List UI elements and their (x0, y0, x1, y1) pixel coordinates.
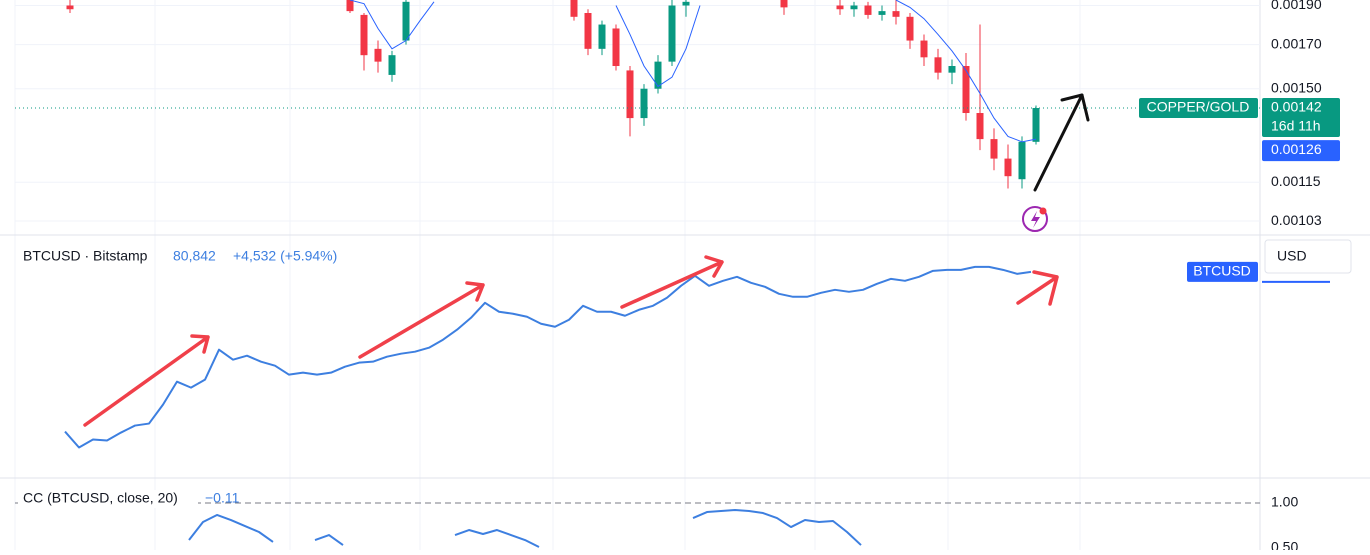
symbol-tag-label: COPPER/GOLD (1147, 99, 1250, 115)
y-tick-label: 0.00170 (1271, 35, 1322, 51)
candle-body (1004, 158, 1012, 177)
line-series (64, 265, 1032, 449)
legend-symbol: BTCUSD · Bitstamp (23, 248, 148, 264)
price-tag-label: 0.00126 (1271, 141, 1322, 157)
candle-body (962, 66, 970, 114)
symbol-tag-label: BTCUSD (1193, 263, 1251, 279)
candle-body (626, 70, 634, 119)
candle-body (1032, 108, 1040, 142)
y-tick-label: 1.00 (1271, 494, 1298, 510)
candle-body (976, 113, 984, 140)
last-price-tag (1262, 98, 1340, 138)
candle-body (402, 1, 410, 41)
candle-body (1018, 141, 1026, 180)
candle-body (570, 0, 578, 17)
legend-change: +4,532 (+5.94%) (233, 248, 337, 264)
legend-title: CC (BTCUSD, close, 20) (23, 490, 178, 506)
candle-body (374, 48, 382, 62)
price-tag (1262, 140, 1340, 162)
price-pane (15, 0, 1260, 222)
candle-body (388, 55, 396, 75)
y-tick-label: 0.00115 (1271, 173, 1321, 189)
candle-body (360, 14, 368, 56)
candle-body (668, 5, 676, 62)
legend-last: 80,842 (173, 248, 216, 264)
candle-body (948, 66, 956, 73)
candle-body (780, 0, 788, 8)
candle-body (598, 24, 606, 49)
candle-body (878, 11, 886, 15)
overlay: 0.00190 0.00170 0.00150 0.00115 0.00103 COPPE… (15, 0, 1340, 555)
y-tick-label: 0.00190 (1271, 0, 1322, 12)
y-tick-label: 0.00150 (1271, 79, 1322, 95)
currency-label: USD (1277, 248, 1307, 264)
candle-body (850, 5, 858, 10)
last-price-label: 0.00142 (1271, 99, 1322, 115)
candle-body (612, 28, 620, 67)
btc-pane: BTCUSD · Bitstamp 80,842 +4,532 (+5.94%) (23, 248, 1032, 449)
currency-button[interactable] (1264, 239, 1352, 274)
cc-pane (188, 509, 862, 548)
legend-last: −0.11 (205, 490, 240, 506)
candle-body (920, 40, 928, 58)
legend-bg (18, 490, 198, 508)
candle-body (990, 139, 998, 159)
candle-body (836, 5, 844, 10)
candle-body (934, 57, 942, 73)
candle-body (654, 61, 662, 89)
candle-body (66, 5, 74, 10)
candle-body (584, 13, 592, 49)
candle-body (682, 1, 690, 6)
annotations (83, 93, 1090, 427)
symbol-tag (1187, 261, 1258, 282)
candle-body (864, 5, 872, 15)
countdown-label: 16d 11h (1271, 118, 1321, 134)
candle-body (892, 11, 900, 17)
line-series (188, 509, 862, 548)
grid (14, 0, 1081, 550)
y-tick-label: 0.00103 (1271, 212, 1322, 228)
symbol-tag (1139, 98, 1258, 119)
candle-body (906, 16, 914, 41)
moving-average (349, 0, 1037, 143)
candle-body (640, 88, 648, 119)
candle-body (346, 0, 354, 12)
y-tick-label: 0.50 (1271, 539, 1298, 550)
